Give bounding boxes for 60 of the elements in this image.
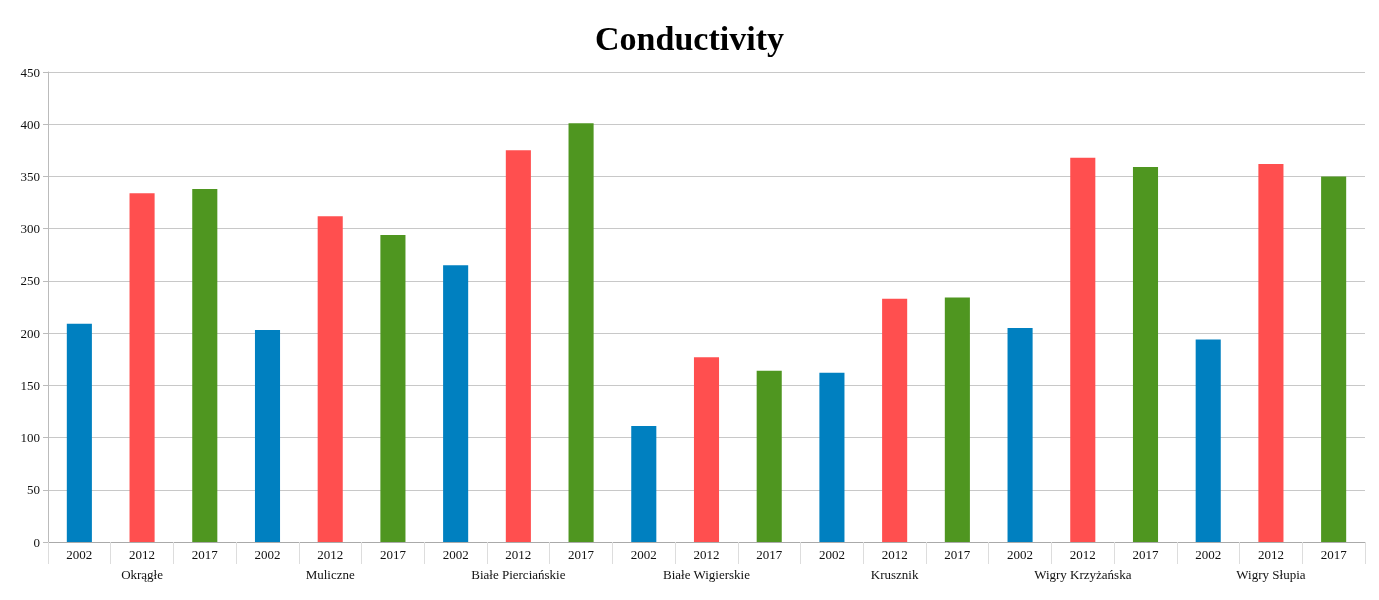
y-tick-label: 150 [20,377,40,393]
text: 2012 [129,547,156,562]
bar [1007,327,1033,542]
y-tick-label: 0 [33,534,40,550]
bar [882,298,908,542]
text: 2017 [379,547,406,562]
y-tick-label: 400 [20,116,40,132]
y-tick-label: 200 [20,325,40,341]
bar [380,234,406,542]
text: 2017 [191,547,218,562]
y-tick-label: 300 [20,221,40,237]
bar [192,188,218,542]
text: 2017 [1320,547,1347,562]
text: 2002 [1195,547,1222,562]
chart-title: Conductivity [595,19,784,57]
series-label: 2002 [442,547,469,562]
bar [631,426,657,542]
x-tick-label: Okrągłe [121,567,164,582]
bar [1321,176,1347,542]
x-tick-label: Wigry Krzyżańska [1034,567,1132,582]
y-tick-label: 100 [20,430,40,446]
text: 2002 [818,547,845,562]
x-tick-label: Białe Pierciańskie [471,567,566,582]
y-tick-label: 350 [20,168,40,184]
bar [756,370,782,542]
text: 2012 [693,547,720,562]
text: 2012 [505,547,532,562]
bar [819,372,845,542]
bar [66,323,92,542]
bar [254,329,281,542]
bar [129,193,155,542]
y-tick-label: 50 [27,482,40,498]
bar [317,216,343,542]
x-tick-label: Krusznik [870,567,919,582]
bar [1258,163,1284,542]
text: 2002 [66,547,93,562]
bar [443,265,469,542]
text: 2002 [1007,547,1034,562]
series-label: 2012 [881,547,908,562]
x-tick-label: Wigry Słupia [1236,567,1306,582]
text: 2017 [756,547,783,562]
text: 2002 [630,547,657,562]
bar [1070,157,1096,542]
text: 2012 [1069,547,1096,562]
text: 2012 [1257,547,1284,562]
text: 2017 [568,547,595,562]
bar [1195,339,1221,542]
x-tick-label: Muliczne [305,567,355,582]
y-tick-label: 250 [20,273,40,289]
bar [1132,167,1159,542]
y-tick-label: 450 [20,64,40,80]
bar [944,297,970,542]
bar [568,123,594,542]
bar [693,357,720,542]
x-tick-label: Białe Wigierskie [663,567,751,582]
text: 2002 [254,547,281,562]
series-label: 2017 [944,547,971,562]
bar [505,150,531,542]
text: 2012 [317,547,344,562]
text: 2017 [1132,547,1159,562]
